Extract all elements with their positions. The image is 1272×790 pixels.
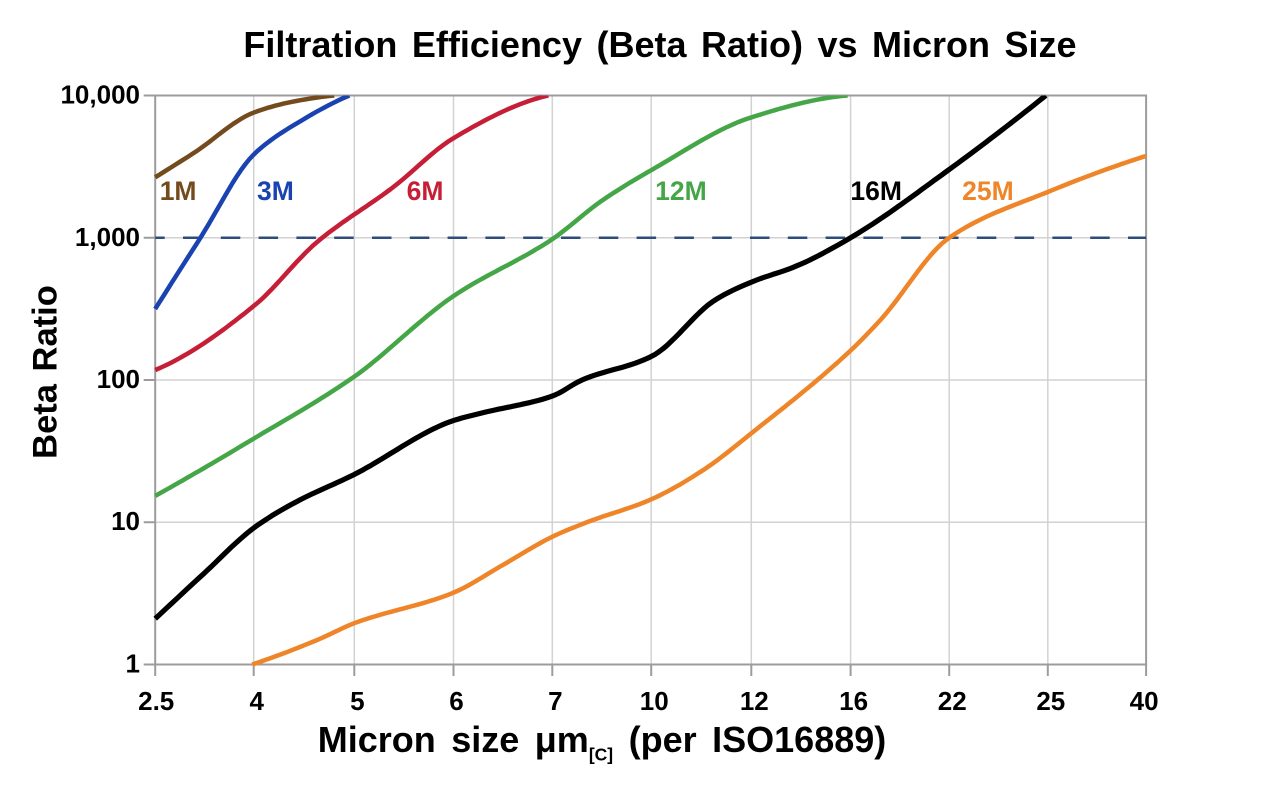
svg-text:2.5: 2.5 bbox=[138, 686, 174, 716]
svg-text:3M: 3M bbox=[257, 176, 294, 206]
svg-text:5: 5 bbox=[350, 686, 364, 716]
svg-text:25M: 25M bbox=[962, 176, 1014, 206]
svg-text:12: 12 bbox=[740, 686, 769, 716]
svg-text:10,000: 10,000 bbox=[60, 80, 140, 110]
svg-text:Beta Ratio: Beta Ratio bbox=[27, 285, 65, 459]
svg-text:40: 40 bbox=[1130, 686, 1159, 716]
svg-text:Filtration Efficiency (Beta Ra: Filtration Efficiency (Beta Ratio) vs Mi… bbox=[243, 24, 1076, 65]
svg-text:10: 10 bbox=[111, 506, 140, 536]
svg-text:1M: 1M bbox=[160, 176, 197, 206]
svg-text:16: 16 bbox=[839, 686, 868, 716]
svg-text:7: 7 bbox=[548, 686, 562, 716]
svg-text:6: 6 bbox=[449, 686, 463, 716]
svg-text:4: 4 bbox=[249, 686, 264, 716]
svg-text:1: 1 bbox=[126, 649, 140, 679]
svg-text:22: 22 bbox=[938, 686, 967, 716]
svg-text:Micron size μm[C] (per ISO1688: Micron size μm[C] (per ISO16889) bbox=[318, 719, 887, 765]
svg-text:12M: 12M bbox=[655, 176, 707, 206]
svg-text:10: 10 bbox=[640, 686, 669, 716]
svg-text:25: 25 bbox=[1036, 686, 1065, 716]
svg-text:6M: 6M bbox=[407, 176, 444, 206]
svg-text:100: 100 bbox=[97, 364, 140, 394]
svg-text:16M: 16M bbox=[850, 176, 902, 206]
svg-text:1,000: 1,000 bbox=[75, 222, 140, 252]
